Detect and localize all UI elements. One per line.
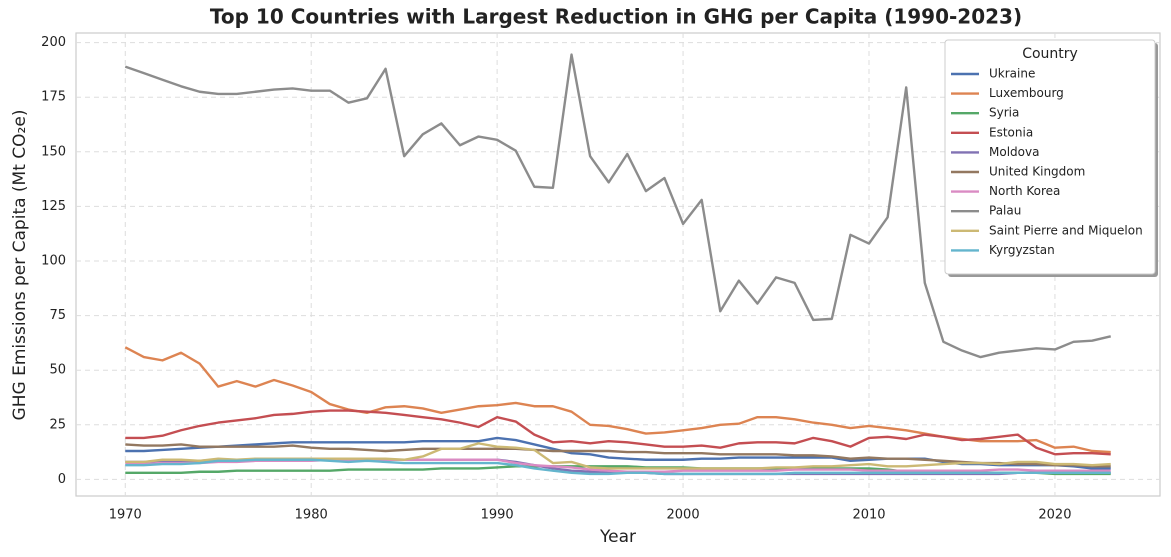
x-tick-label: 2000 <box>667 508 700 523</box>
lines <box>124 53 1112 476</box>
legend-label: United Kingdom <box>989 165 1085 179</box>
x-tick-label: 2010 <box>852 508 885 523</box>
x-tick-label: 2020 <box>1038 508 1071 523</box>
legend-label: Ukraine <box>989 67 1035 81</box>
y-tick-label: 125 <box>41 199 66 214</box>
legend-label: Kyrgyzstan <box>989 243 1055 257</box>
legend-label: Saint Pierre and Miquelon <box>989 223 1143 237</box>
legend-label: Luxembourg <box>989 86 1064 100</box>
y-tick-label: 200 <box>41 35 66 50</box>
y-tick-label: 150 <box>41 144 66 159</box>
x-tick-label: 1980 <box>295 508 328 523</box>
legend-label: Moldova <box>989 145 1039 159</box>
x-tick-label: 1990 <box>481 508 514 523</box>
series-line <box>125 458 1111 476</box>
series-line <box>124 53 1112 359</box>
series-line <box>125 409 1111 456</box>
y-tick-label: 50 <box>49 363 66 378</box>
x-axis-label: Year <box>599 527 636 547</box>
series-line <box>125 436 1111 470</box>
series-line <box>125 443 1111 468</box>
chart-title: Top 10 Countries with Largest Reduction … <box>210 5 1022 29</box>
x-tick-label: 1970 <box>109 508 142 523</box>
y-tick-label: 0 <box>58 472 66 487</box>
legend-label: North Korea <box>989 184 1060 198</box>
y-axis-label: GHG Emissions per Capita (Mt CO₂e) <box>10 110 30 421</box>
y-tick-label: 100 <box>41 254 66 269</box>
legend-title: Country <box>1022 46 1078 62</box>
legend-label: Syria <box>989 106 1019 120</box>
y-tick-label: 25 <box>49 417 66 432</box>
legend: Country Ukraine Luxembourg Syria Estonia Mold… <box>944 39 1158 277</box>
legend-label: Estonia <box>989 125 1033 139</box>
legend-box <box>944 39 1156 275</box>
y-tick-label: 175 <box>41 90 66 105</box>
legend-label: Palau <box>989 204 1021 218</box>
y-tick-label: 75 <box>49 308 66 323</box>
